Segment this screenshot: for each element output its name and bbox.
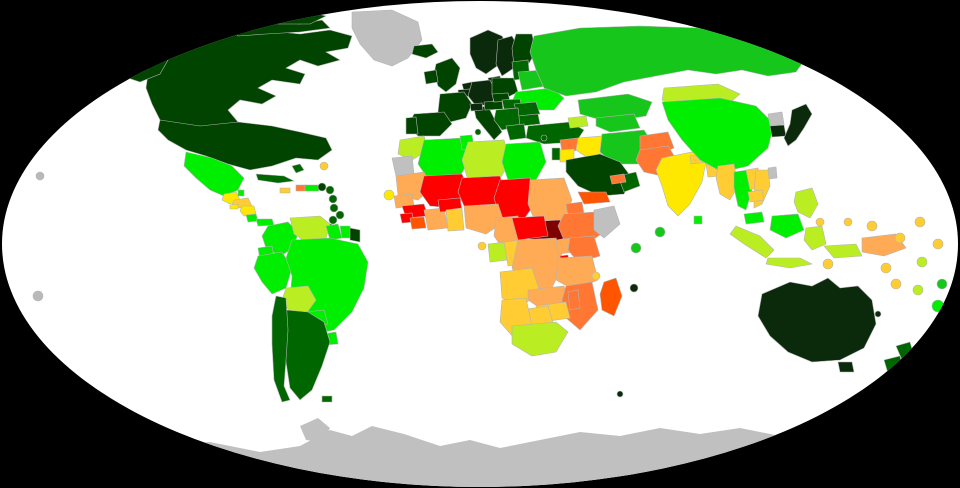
region-st-lucia-dot bbox=[329, 203, 339, 213]
region-myanmar bbox=[715, 163, 739, 201]
region-switzerland bbox=[469, 102, 484, 112]
region-indonesia-sumatra bbox=[729, 225, 775, 259]
region-norfolk-dot bbox=[874, 310, 882, 318]
region-vanuatu-dot bbox=[912, 284, 924, 296]
region-easter-island-dot bbox=[32, 290, 44, 302]
region-bahamas bbox=[291, 163, 305, 174]
region-france bbox=[437, 91, 473, 123]
region-greenland bbox=[351, 9, 423, 67]
region-comoros-dot bbox=[591, 271, 601, 281]
region-madagascar bbox=[599, 277, 623, 317]
region-timor-dot bbox=[822, 258, 834, 270]
region-georgia-caucasus bbox=[567, 115, 589, 129]
region-south-africa bbox=[511, 321, 569, 357]
region-south-georgia-dot bbox=[616, 390, 624, 398]
region-galapagos-dot bbox=[35, 171, 45, 181]
region-saudi-arabia bbox=[565, 153, 633, 197]
region-borneo bbox=[769, 213, 805, 239]
region-poland bbox=[491, 77, 519, 99]
region-south-korea bbox=[769, 124, 787, 138]
region-sri-lanka bbox=[693, 215, 703, 225]
region-seychelles-dot bbox=[630, 242, 642, 254]
region-mauritius-dot bbox=[629, 283, 639, 293]
region-western-sahara bbox=[391, 155, 415, 177]
region-costa-rica bbox=[245, 213, 259, 223]
region-fiji-dot bbox=[916, 256, 928, 268]
region-malawi bbox=[567, 289, 581, 311]
region-puerto-rico-dot bbox=[317, 182, 327, 192]
region-guam-dot bbox=[843, 217, 853, 227]
region-uae bbox=[609, 173, 627, 185]
region-tasmania bbox=[837, 361, 855, 373]
region-ireland bbox=[423, 69, 439, 85]
region-indonesia-east bbox=[823, 243, 863, 259]
region-indonesia-java bbox=[765, 257, 813, 269]
region-kiribati-dot bbox=[894, 232, 906, 244]
region-somalia bbox=[593, 205, 621, 239]
region-central-asia bbox=[595, 113, 641, 133]
region-egypt bbox=[501, 141, 547, 181]
region-marshall-islands-dot bbox=[914, 216, 926, 228]
region-tonga-dot bbox=[936, 278, 948, 290]
region-china bbox=[661, 97, 775, 173]
region-cuba bbox=[255, 173, 296, 184]
region-cyprus-dot bbox=[540, 134, 548, 142]
region-malta-dot bbox=[474, 128, 482, 136]
region-austria bbox=[483, 100, 504, 111]
region-united-states bbox=[157, 119, 333, 171]
region-tuvalu-dot bbox=[932, 238, 944, 250]
region-peru bbox=[253, 251, 293, 295]
region-solomon-islands-dot bbox=[890, 278, 902, 290]
region-palau-dot bbox=[815, 217, 825, 227]
region-sao-tome-dot bbox=[477, 241, 487, 251]
region-dominican-republic bbox=[304, 184, 320, 192]
region-cape-verde-dot bbox=[383, 189, 395, 201]
region-el-salvador bbox=[229, 203, 239, 210]
region-malaysia bbox=[743, 211, 765, 225]
region-grenada-dot bbox=[328, 215, 338, 225]
region-panama bbox=[255, 218, 275, 227]
region-north-korea bbox=[767, 111, 785, 127]
region-belize bbox=[237, 189, 245, 197]
region-cambodia bbox=[747, 189, 765, 203]
region-haiti bbox=[295, 184, 307, 192]
region-central-african-republic bbox=[511, 215, 549, 241]
region-chile bbox=[271, 295, 291, 403]
region-bermuda-dot bbox=[319, 161, 329, 171]
region-falklands bbox=[321, 395, 333, 403]
region-taiwan bbox=[767, 166, 778, 180]
region-indonesia-sulawesi bbox=[803, 225, 827, 251]
region-israel bbox=[551, 147, 561, 161]
region-micronesia-dot bbox=[866, 220, 878, 232]
region-liberia bbox=[409, 216, 427, 230]
region-yemen bbox=[577, 191, 611, 205]
region-antigua-dot bbox=[325, 185, 335, 195]
region-dominica-dot bbox=[328, 194, 338, 204]
region-french-guiana bbox=[349, 227, 361, 243]
region-antarctic-peninsula bbox=[300, 418, 330, 442]
region-japan bbox=[783, 103, 813, 147]
region-nauru-dot bbox=[880, 262, 892, 274]
region-portugal bbox=[405, 116, 419, 135]
region-jamaica bbox=[279, 187, 291, 194]
region-philippines bbox=[793, 187, 819, 219]
region-maldives-dot bbox=[654, 226, 666, 238]
region-ghana bbox=[445, 207, 465, 232]
region-barbados-dot bbox=[335, 210, 345, 220]
region-australia bbox=[757, 277, 877, 363]
region-iceland bbox=[411, 43, 439, 59]
